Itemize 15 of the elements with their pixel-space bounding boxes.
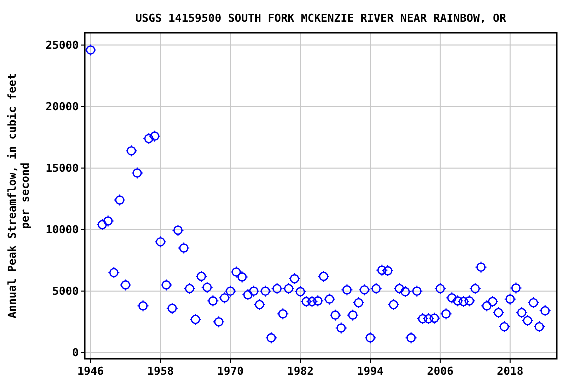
y-tick-label: 10000 bbox=[46, 224, 79, 237]
x-tick-label: 1994 bbox=[357, 365, 384, 378]
x-tick-label: 1946 bbox=[78, 365, 104, 378]
x-tick-label: 2006 bbox=[427, 365, 454, 378]
x-tick-label: 2018 bbox=[497, 365, 524, 378]
y-tick-label: 15000 bbox=[46, 162, 79, 176]
y-tick-label: 5000 bbox=[52, 285, 79, 298]
y-tick-label: 0 bbox=[72, 346, 79, 360]
y-tick-label: 20000 bbox=[46, 100, 79, 114]
y-axis-title: Annual Peak Streamflow, in cubic feet per second bbox=[6, 73, 32, 319]
chart-title: USGS 14159500 SOUTH FORK MCKENZIE RIVER NEAR RAINBOW, OR bbox=[136, 12, 507, 25]
y-tick-label: 25000 bbox=[46, 39, 79, 52]
x-tick-label: 1958 bbox=[148, 365, 174, 378]
x-tick-label: 1982 bbox=[287, 365, 314, 378]
x-tick-label: 1970 bbox=[217, 365, 244, 378]
